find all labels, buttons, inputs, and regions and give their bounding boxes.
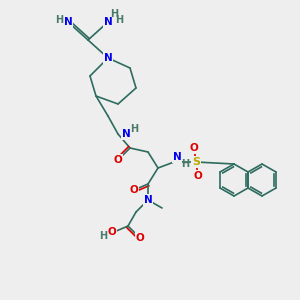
Text: H: H [99,231,107,241]
Text: O: O [136,233,144,243]
Text: N: N [122,129,130,139]
Text: H: H [55,15,63,25]
Text: N: N [64,17,72,27]
Text: S: S [192,157,200,167]
Text: O: O [114,155,122,165]
Text: N: N [103,17,112,27]
Text: N: N [172,152,182,162]
Text: H: H [110,9,118,19]
Text: O: O [190,143,198,153]
Text: H: H [130,124,138,134]
Text: H: H [115,15,123,25]
Text: O: O [108,227,116,237]
Text: N: N [103,53,112,63]
Text: N: N [144,195,152,205]
Text: O: O [194,171,202,181]
Text: O: O [130,185,138,195]
Text: H: H [181,159,189,169]
